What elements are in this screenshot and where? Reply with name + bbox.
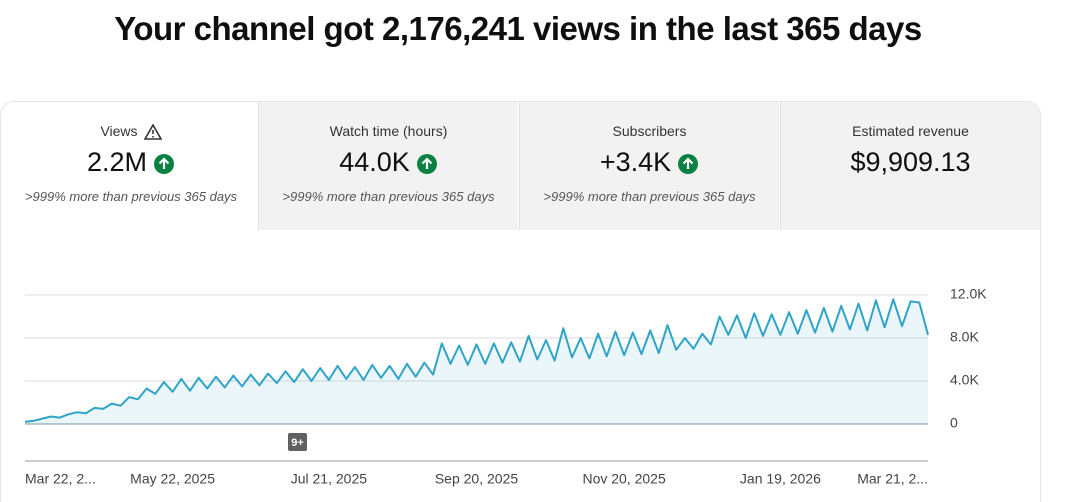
metric-label: Views — [100, 123, 138, 139]
metric-change: >999% more than previous 365 days — [543, 189, 756, 204]
up-icon — [416, 153, 437, 174]
x-tick-label: Jan 19, 2026 — [740, 471, 821, 487]
metric-card[interactable]: Estimated revenue $9,909.13 — [780, 102, 1040, 230]
area-fill — [25, 299, 928, 424]
y-tick-label: 12.0K — [950, 286, 987, 302]
up-icon — [154, 153, 175, 174]
metric-value: +3.4K — [599, 147, 672, 177]
warning-icon — [143, 124, 162, 141]
metric-label: Watch time (hours) — [329, 123, 448, 139]
x-tick-label: Sep 20, 2025 — [435, 471, 519, 487]
x-tick-label: Jul 21, 2025 — [291, 471, 367, 487]
metric-change: >999% more than previous 365 days — [282, 189, 495, 204]
annotation-badge[interactable]: 9+ — [291, 437, 304, 449]
x-tick-label: May 22, 2025 — [130, 471, 215, 487]
metric-value: $9,909.13 — [850, 147, 971, 177]
metric-card[interactable]: Subscribers +3.4K >999% more than previo… — [519, 102, 779, 230]
metric-cards: Views 2.2M >999% more than previous 365 … — [0, 101, 1041, 502]
y-tick-label: 0 — [950, 415, 958, 431]
y-tick-label: 4.0K — [950, 372, 979, 388]
metric-value: 44.0K — [339, 147, 410, 177]
metric-card[interactable]: Views 2.2M >999% more than previous 365 … — [1, 102, 261, 230]
x-tick-label: Mar 22, 2... — [25, 471, 96, 487]
x-tick-label: Nov 20, 2025 — [582, 471, 665, 487]
page-title: Your channel got 2,176,241 views in the … — [114, 10, 922, 47]
line — [24, 298, 929, 423]
y-tick-label: 8.0K — [950, 329, 979, 345]
metric-label: Estimated revenue — [852, 123, 969, 139]
metric-card[interactable]: Watch time (hours) 44.0K >999% more than… — [258, 102, 518, 230]
badge-bg — [288, 433, 307, 451]
metric-value: 2.2M — [86, 147, 148, 177]
metric-change: >999% more than previous 365 days — [24, 189, 238, 204]
up-icon — [678, 153, 699, 174]
x-tick-label: Mar 21, 2... — [857, 471, 928, 487]
metric-label: Subscribers — [612, 123, 687, 139]
